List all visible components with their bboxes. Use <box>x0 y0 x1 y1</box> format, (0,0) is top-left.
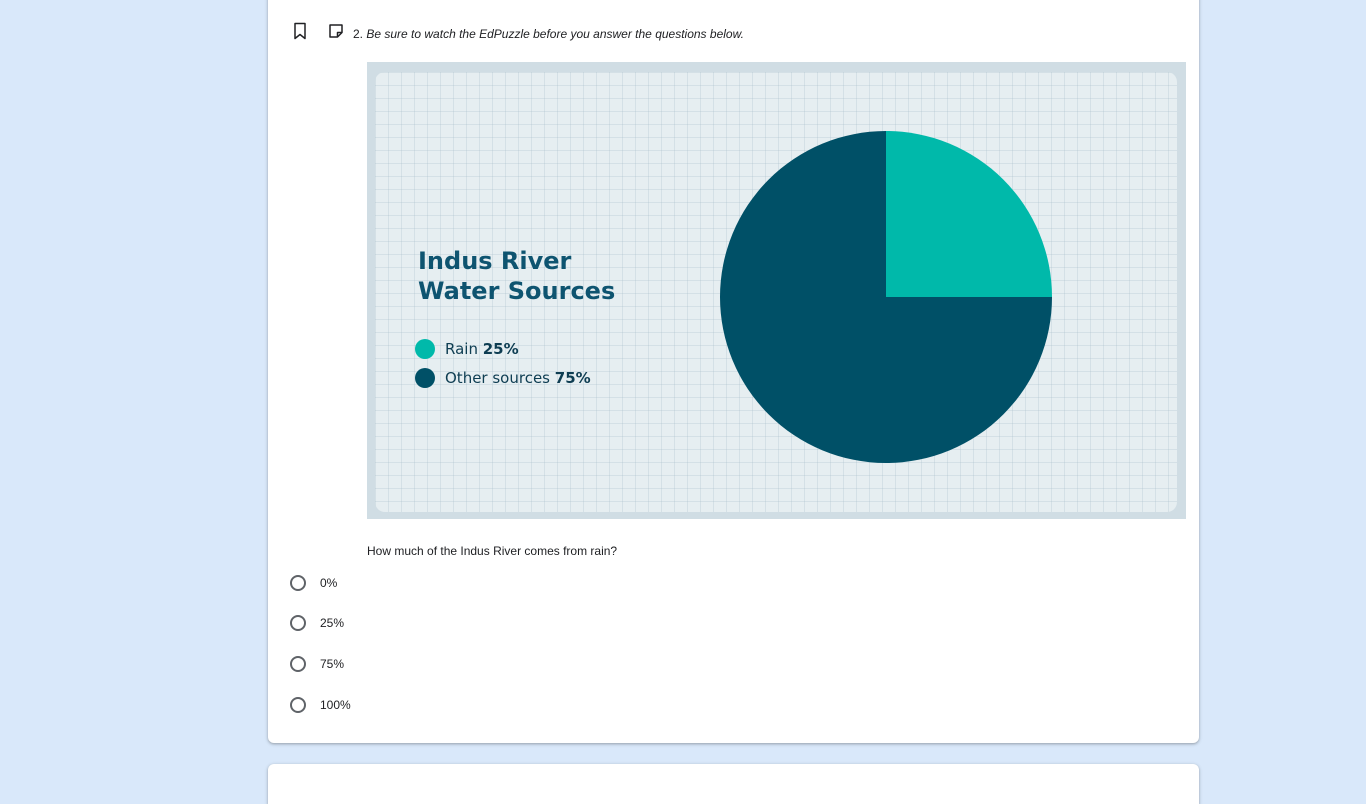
radio-button[interactable] <box>290 615 306 631</box>
question-header: 2. Be sure to watch the EdPuzzle before … <box>353 27 744 41</box>
answer-option-label: 75% <box>320 657 345 671</box>
radio-button[interactable] <box>290 697 306 713</box>
chart-title-line-2: Water Sources <box>418 277 616 305</box>
legend-swatch-other <box>415 367 435 388</box>
answer-option-label: 25% <box>320 616 345 630</box>
pie-chart <box>720 131 1052 463</box>
radio-button[interactable] <box>290 575 306 591</box>
pie-slice-other-sources <box>720 131 1052 463</box>
radio-button[interactable] <box>290 656 306 672</box>
question-prompt: How much of the Indus River comes from r… <box>367 544 618 558</box>
chart-title: Indus River Water Sources <box>418 246 678 306</box>
answer-option-0[interactable]: 0% <box>289 572 337 594</box>
legend-value-other: 75% <box>554 368 591 387</box>
answer-option-25[interactable]: 25% <box>289 612 344 634</box>
question-number: 2. <box>353 27 364 41</box>
question-instructions: Be sure to watch the EdPuzzle before you… <box>366 27 744 41</box>
answer-option-label: 0% <box>320 576 338 590</box>
legend-item-other: Other sources 75% <box>415 363 591 392</box>
bookmark-icon[interactable] <box>289 20 311 42</box>
legend-item-rain: Rain 25% <box>415 334 591 363</box>
chart-legend: Rain 25% Other sources 75% <box>415 334 591 392</box>
answer-option-label: 100% <box>320 698 351 712</box>
note-icon[interactable] <box>325 20 347 42</box>
legend-value-rain: 25% <box>482 339 519 358</box>
legend-label-other: Other sources <box>445 368 550 387</box>
legend-label-rain: Rain <box>445 339 478 358</box>
chart-title-line-1: Indus River <box>418 247 572 275</box>
next-question-card <box>268 764 1199 804</box>
chart-panel: Indus River Water Sources Rain 25% Other… <box>375 72 1177 512</box>
chart-image: Indus River Water Sources Rain 25% Other… <box>367 62 1186 519</box>
answer-option-100[interactable]: 100% <box>289 694 351 716</box>
pie-slice-rain <box>886 131 1052 297</box>
legend-swatch-rain <box>415 338 435 359</box>
answer-option-75[interactable]: 75% <box>289 653 344 675</box>
